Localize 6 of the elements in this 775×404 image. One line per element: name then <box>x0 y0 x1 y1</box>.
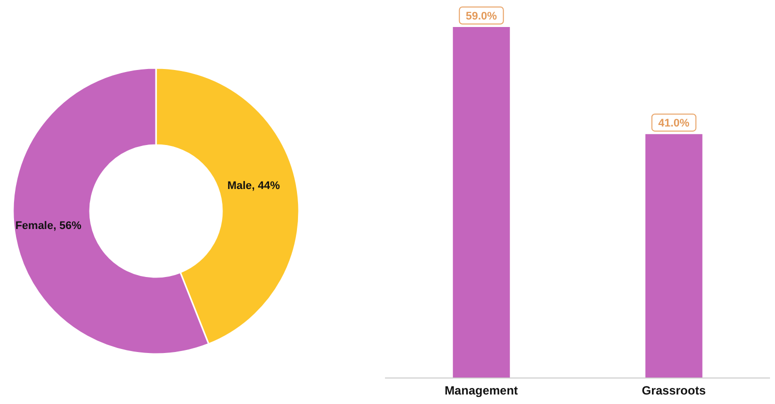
slice-label: Female, 56% <box>15 218 82 233</box>
x-tick-label: Management <box>444 384 518 398</box>
data-label: 41.0% <box>658 118 690 130</box>
x-tick-label: Grassroots <box>642 384 706 398</box>
data-label: 59.0% <box>466 10 498 22</box>
slice-label: Male, 44% <box>227 179 280 194</box>
